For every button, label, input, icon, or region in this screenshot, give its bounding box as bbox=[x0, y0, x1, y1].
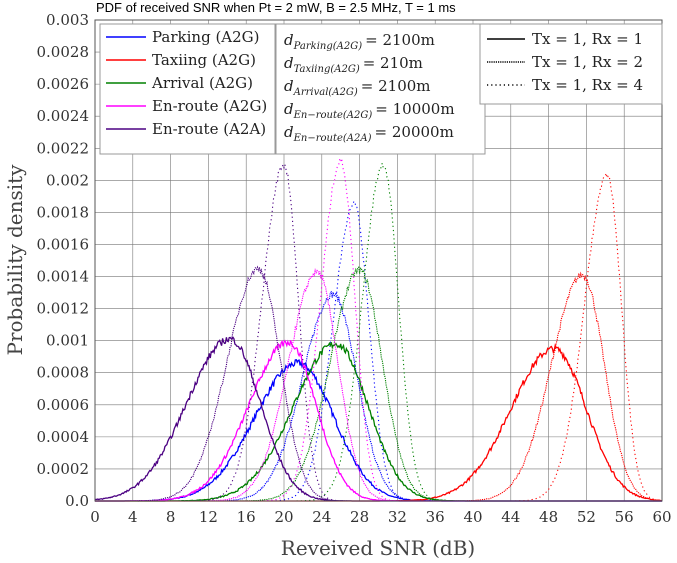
distance-value: = 20000m bbox=[375, 123, 454, 141]
y-tick-label: 0.0018 bbox=[37, 203, 90, 221]
legend-distance-entry: dEn−route(A2A) = 20000m bbox=[284, 123, 454, 144]
y-tick-label: 0.001 bbox=[46, 332, 89, 350]
y-tick-label: 0.0014 bbox=[37, 268, 90, 286]
distance-subscript: En−route(A2G) bbox=[293, 110, 373, 121]
x-tick-label: 28 bbox=[350, 508, 369, 526]
x-tick-label: 56 bbox=[615, 508, 634, 526]
distance-symbol: d bbox=[284, 123, 294, 141]
distance-subscript: Arrival(A2G) bbox=[293, 87, 358, 98]
x-tick-label: 40 bbox=[463, 508, 482, 526]
x-tick-label: 60 bbox=[652, 508, 671, 526]
distance-subscript: Taxiing(A2G) bbox=[294, 64, 360, 75]
x-tick-label: 8 bbox=[166, 508, 176, 526]
series-line bbox=[95, 161, 662, 502]
legend-antenna: Tx = 1, Rx = 1 Tx = 1, Rx = 2 Tx = 1, Rx =… bbox=[479, 23, 663, 105]
legend-scenario-label: En-route (A2A) bbox=[152, 120, 266, 138]
legend-scenario-label: Parking (A2G) bbox=[152, 28, 260, 46]
x-tick-labels: 0 4 8 12 16 20 24 28 32 36 40 44 48 52 56 60 bbox=[90, 508, 671, 526]
legend-config-label: Tx = 1, Rx = 2 bbox=[532, 53, 643, 71]
y-tick-labels: 0.0 0.0002 0.0004 0.0006 0.0008 0.001 0.0012 0.… bbox=[37, 11, 90, 510]
distance-symbol: d bbox=[284, 54, 294, 72]
legend-distances-box bbox=[275, 23, 486, 155]
legend-antenna-box bbox=[479, 23, 663, 105]
x-tick-label: 16 bbox=[237, 508, 256, 526]
distance-value: = 10000m bbox=[375, 100, 454, 118]
legend-scenario-label: Taxiing (A2G) bbox=[152, 51, 256, 69]
y-tick-label: 0.0002 bbox=[37, 460, 90, 478]
y-tick-label: 0.0026 bbox=[37, 75, 90, 93]
distance-subscript: Parking(A2G) bbox=[293, 41, 363, 52]
series-line bbox=[95, 265, 662, 502]
distance-symbol: d bbox=[284, 77, 294, 95]
series-line bbox=[95, 290, 662, 502]
distance-symbol: d bbox=[284, 31, 294, 49]
y-tick-label: 0.0006 bbox=[37, 396, 90, 414]
y-tick-label: 0.0008 bbox=[37, 364, 90, 382]
series-line bbox=[94, 336, 662, 502]
x-tick-label: 20 bbox=[274, 508, 293, 526]
x-tick-label: 36 bbox=[426, 508, 445, 526]
series-line bbox=[95, 266, 662, 502]
x-tick-label: 24 bbox=[312, 508, 331, 526]
legend-distance-entry: dTaxiing(A2G) = 210m bbox=[284, 54, 423, 75]
series-line bbox=[95, 162, 662, 502]
y-tick-label: 0.0 bbox=[65, 492, 89, 510]
series-line bbox=[95, 156, 662, 502]
legend-config-label: Tx = 1, Rx = 4 bbox=[532, 76, 643, 94]
series-line bbox=[95, 343, 662, 502]
x-tick-label: 0 bbox=[90, 508, 100, 526]
series-line bbox=[95, 271, 662, 502]
x-tick-label: 12 bbox=[199, 508, 218, 526]
x-tick-label: 44 bbox=[501, 508, 520, 526]
y-tick-label: 0.0024 bbox=[37, 107, 90, 125]
legend-scenarios: Parking (A2G) Taxiing (A2G) Arrival (A2G) E… bbox=[99, 23, 276, 155]
legend-distance-entry: dEn−route(A2G) = 10000m bbox=[284, 100, 455, 121]
y-tick-label: 0.0004 bbox=[37, 428, 90, 446]
distance-value: = 2100m bbox=[365, 31, 435, 49]
distance-value: = 2100m bbox=[361, 77, 431, 95]
distance-subscript: En−route(A2A) bbox=[293, 133, 372, 144]
distance-value: = 210m bbox=[363, 54, 423, 72]
legend-distance-entry: dParking(A2G) = 2100m bbox=[284, 31, 435, 52]
y-tick-label: 0.003 bbox=[46, 11, 89, 29]
plot-frame bbox=[94, 19, 663, 502]
legend-scenario-label: Arrival (A2G) bbox=[151, 74, 253, 92]
x-tick-label: 32 bbox=[388, 508, 407, 526]
x-axis-label: Reveived SNR (dB) bbox=[281, 536, 475, 560]
legend-scenario-label: En-route (A2G) bbox=[152, 97, 267, 115]
y-tick-label: 0.0028 bbox=[37, 43, 90, 61]
x-tick-label: 4 bbox=[128, 508, 138, 526]
chart-title: PDF of received SNR when Pt = 2 mW, B = … bbox=[96, 0, 456, 15]
y-tick-label: 0.0012 bbox=[37, 300, 90, 318]
distance-symbol: d bbox=[284, 100, 294, 118]
y-axis-label: Probability density bbox=[3, 164, 27, 356]
x-tick-label: 52 bbox=[577, 508, 596, 526]
series-layer bbox=[94, 156, 663, 502]
y-tick-label: 0.0016 bbox=[37, 235, 90, 253]
x-tick-label: 48 bbox=[539, 508, 558, 526]
series-line bbox=[95, 341, 662, 502]
y-tick-label: 0.0022 bbox=[37, 139, 90, 157]
legend-distance-entry: dArrival(A2G) = 2100m bbox=[284, 77, 431, 98]
series-line bbox=[95, 200, 662, 502]
legend-scenarios-box bbox=[99, 23, 276, 155]
y-tick-label: 0.002 bbox=[46, 171, 89, 189]
legend-config-label: Tx = 1, Rx = 1 bbox=[532, 30, 643, 48]
